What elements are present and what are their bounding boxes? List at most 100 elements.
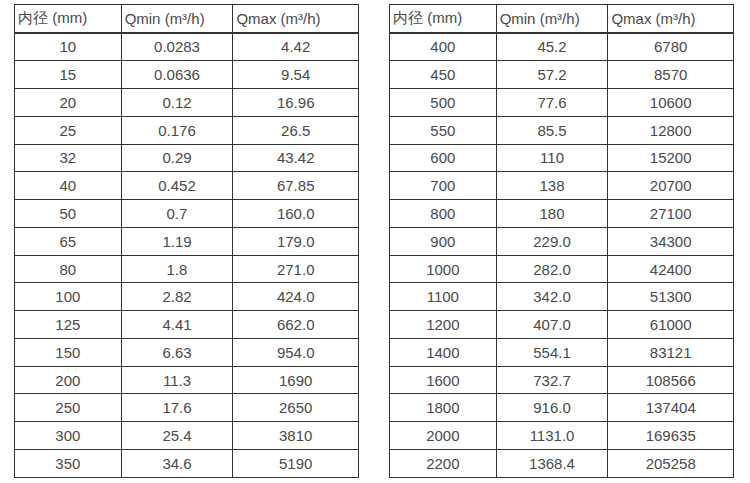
table-cell: 110 — [496, 144, 608, 172]
table-cell: 600 — [390, 144, 497, 172]
table-cell: 500 — [390, 89, 497, 117]
table-cell: 45.2 — [496, 33, 608, 61]
table-row: 1100342.051300 — [390, 283, 734, 311]
table-cell: 125 — [15, 311, 122, 339]
table-cell: 407.0 — [496, 311, 608, 339]
table-row: 1800916.0137404 — [390, 394, 734, 422]
table-row: 1200407.061000 — [390, 311, 734, 339]
table-row: 320.2943.42 — [15, 144, 359, 172]
table-cell: 1.19 — [121, 227, 233, 255]
table-cell: 108566 — [608, 366, 734, 394]
table-row: 80018027100 — [390, 200, 734, 228]
flow-rate-table-left: 内径 (mm)Qmin (m³/h)Qmax (m³/h)100.02834.4… — [14, 4, 359, 478]
table-cell: 0.0636 — [121, 61, 233, 89]
table-cell: 50 — [15, 200, 122, 228]
table-cell: 0.7 — [121, 200, 233, 228]
table-cell: 43.42 — [233, 144, 359, 172]
table-cell: 12800 — [608, 116, 734, 144]
table-row: 60011015200 — [390, 144, 734, 172]
table-cell: 11.3 — [121, 366, 233, 394]
table-row: 900229.034300 — [390, 227, 734, 255]
table-cell: 25.4 — [121, 422, 233, 450]
table-cell: 0.29 — [121, 144, 233, 172]
table-cell: 554.1 — [496, 338, 608, 366]
table-cell: 800 — [390, 200, 497, 228]
table-cell: 27100 — [608, 200, 734, 228]
table-cell: 4.41 — [121, 311, 233, 339]
table-row: 22001368.4205258 — [390, 450, 734, 478]
table-cell: 200 — [15, 366, 122, 394]
table-cell: 100 — [15, 283, 122, 311]
table-cell: 16.96 — [233, 89, 359, 117]
table-cell: 424.0 — [233, 283, 359, 311]
table-row: 20001131.0169635 — [390, 422, 734, 450]
table-row: 651.19179.0 — [15, 227, 359, 255]
table-row: 1400554.183121 — [390, 338, 734, 366]
table-cell: 34300 — [608, 227, 734, 255]
header-row: 内径 (mm)Qmin (m³/h)Qmax (m³/h) — [390, 5, 734, 33]
table-row: 20011.31690 — [15, 366, 359, 394]
table-cell: 1400 — [390, 338, 497, 366]
table-cell: 65 — [15, 227, 122, 255]
table-row: 45057.28570 — [390, 61, 734, 89]
table-row: 55085.512800 — [390, 116, 734, 144]
table-cell: 15200 — [608, 144, 734, 172]
table-cell: 1368.4 — [496, 450, 608, 478]
table-cell: 1100 — [390, 283, 497, 311]
table-row: 250.17626.5 — [15, 116, 359, 144]
table-cell: 300 — [15, 422, 122, 450]
table-cell: 954.0 — [233, 338, 359, 366]
column-header: Qmin (m³/h) — [496, 5, 608, 33]
flow-rate-tables-page: 内径 (mm)Qmin (m³/h)Qmax (m³/h)100.02834.4… — [0, 0, 750, 483]
table-cell: 732.7 — [496, 366, 608, 394]
table-cell: 450 — [390, 61, 497, 89]
table-cell: 1131.0 — [496, 422, 608, 450]
table-row: 100.02834.42 — [15, 33, 359, 61]
table-cell: 32 — [15, 144, 122, 172]
table-cell: 2000 — [390, 422, 497, 450]
table-cell: 1.8 — [121, 255, 233, 283]
table-cell: 169635 — [608, 422, 734, 450]
column-header: 内径 (mm) — [15, 5, 122, 33]
column-header: 内径 (mm) — [390, 5, 497, 33]
column-header: Qmax (m³/h) — [233, 5, 359, 33]
table-cell: 2650 — [233, 394, 359, 422]
table-cell: 9.54 — [233, 61, 359, 89]
table-cell: 34.6 — [121, 450, 233, 478]
table-cell: 1200 — [390, 311, 497, 339]
column-header: Qmin (m³/h) — [121, 5, 233, 33]
table-cell: 180 — [496, 200, 608, 228]
table-cell: 15 — [15, 61, 122, 89]
table-cell: 42400 — [608, 255, 734, 283]
table-row: 400.45267.85 — [15, 172, 359, 200]
header-row: 内径 (mm)Qmin (m³/h)Qmax (m³/h) — [15, 5, 359, 33]
table-cell: 160.0 — [233, 200, 359, 228]
table-cell: 40 — [15, 172, 122, 200]
flow-rate-table-right: 内径 (mm)Qmin (m³/h)Qmax (m³/h)40045.26780… — [389, 4, 734, 478]
table-cell: 25 — [15, 116, 122, 144]
table-cell: 8570 — [608, 61, 734, 89]
table-row: 1254.41662.0 — [15, 311, 359, 339]
table-row: 1600732.7108566 — [390, 366, 734, 394]
table-cell: 550 — [390, 116, 497, 144]
table-cell: 1690 — [233, 366, 359, 394]
table-cell: 61000 — [608, 311, 734, 339]
table-cell: 67.85 — [233, 172, 359, 200]
table-cell: 17.6 — [121, 394, 233, 422]
table-cell: 350 — [15, 450, 122, 478]
table-cell: 26.5 — [233, 116, 359, 144]
table-row: 1002.82424.0 — [15, 283, 359, 311]
table-cell: 0.0283 — [121, 33, 233, 61]
table-cell: 700 — [390, 172, 497, 200]
table-cell: 1800 — [390, 394, 497, 422]
table-cell: 20700 — [608, 172, 734, 200]
table-row: 70013820700 — [390, 172, 734, 200]
table-cell: 282.0 — [496, 255, 608, 283]
table-cell: 80 — [15, 255, 122, 283]
table-cell: 229.0 — [496, 227, 608, 255]
table-cell: 83121 — [608, 338, 734, 366]
table-cell: 77.6 — [496, 89, 608, 117]
table-cell: 271.0 — [233, 255, 359, 283]
table-cell: 85.5 — [496, 116, 608, 144]
table-row: 25017.62650 — [15, 394, 359, 422]
